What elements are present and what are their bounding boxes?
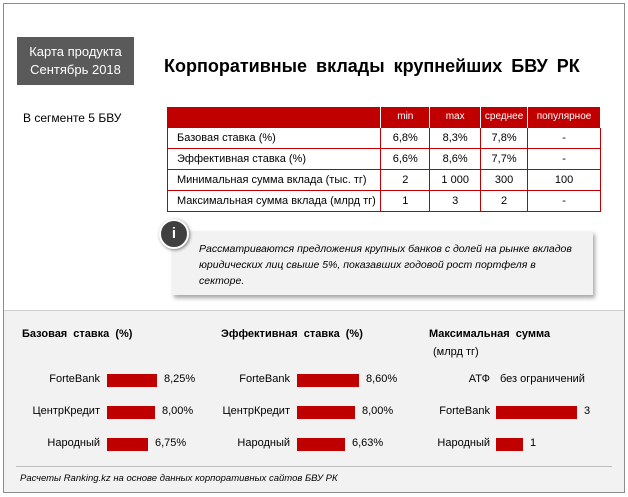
footer-divider xyxy=(16,466,612,467)
row-label: Максимальная сумма вклада (млрд тг) xyxy=(166,189,382,212)
bar-value-label: без ограничений xyxy=(500,373,585,385)
table-header: min xyxy=(380,107,431,127)
table-cell: 100 xyxy=(527,168,601,191)
bar-value-label: 6,75% xyxy=(155,437,187,449)
bar-category-label: ЦентрКредит xyxy=(222,405,291,417)
table-row: Минимальная сумма вклада (тыс. тг) 2 1 0… xyxy=(166,168,601,191)
bar-value-label: 8,00% xyxy=(162,405,194,417)
bar xyxy=(496,438,523,451)
bar xyxy=(496,406,577,419)
bar-category-label: Народный xyxy=(437,437,490,449)
table-header: популярное xyxy=(527,107,601,127)
badge-line-1: Карта продукта xyxy=(29,44,122,59)
bar xyxy=(107,406,155,419)
table-cell: 6,8% xyxy=(380,126,431,149)
summary-table: min max среднее популярное Базовая ставк… xyxy=(166,107,601,212)
bar-value-label: 1 xyxy=(530,437,537,449)
segment-note: В сегменте 5 БВУ xyxy=(23,111,122,125)
table-cell: 8,6% xyxy=(429,147,482,170)
table-cell: 7,7% xyxy=(480,147,529,170)
source-footnote: Расчеты Ranking.kz на основе данных корп… xyxy=(20,473,338,484)
product-card-badge: Карта продукта Сентябрь 2018 xyxy=(17,37,134,85)
bar-category-label: Народный xyxy=(237,437,290,449)
table-cell: 2 xyxy=(480,189,529,212)
info-icon: i xyxy=(159,219,189,249)
table-cell: 1 xyxy=(380,189,431,212)
table-cell: 300 xyxy=(480,168,529,191)
info-callout: Рассматриваются предложения крупных банк… xyxy=(172,231,593,295)
table-header: среднее xyxy=(480,107,529,127)
bar-value-label: 6,63% xyxy=(352,437,384,449)
bar-value-label: 8,60% xyxy=(366,373,398,385)
chart-title: Базовая ставка (%) xyxy=(22,328,133,340)
charts-panel: Базовая ставка (%) Эффективная ставка (%… xyxy=(4,310,624,492)
bar xyxy=(297,406,355,419)
bar-category-label: ForteBank xyxy=(239,373,290,385)
badge-line-2: Сентябрь 2018 xyxy=(30,62,121,77)
row-label: Минимальная сумма вклада (тыс. тг) xyxy=(166,168,382,191)
table-cell: - xyxy=(527,147,601,170)
chart-title: Максимальная сумма xyxy=(429,328,551,340)
bar-category-label: ЦентрКредит xyxy=(32,405,101,417)
bar xyxy=(107,374,157,387)
chart-subtitle: (млрд тг) xyxy=(433,346,479,358)
bar-value-label: 3 xyxy=(584,405,591,417)
table-cell: 3 xyxy=(429,189,482,212)
bar-category-label: Народный xyxy=(47,437,100,449)
table-row: Максимальная сумма вклада (млрд тг) 1 3 … xyxy=(166,189,601,212)
bar xyxy=(297,438,345,451)
table-row: Базовая ставка (%) 6,8% 8,3% 7,8% - xyxy=(166,126,601,149)
info-text: Рассматриваются предложения крупных банк… xyxy=(199,243,572,287)
bar-value-label: 8,00% xyxy=(362,405,394,417)
table-cell: 8,3% xyxy=(429,126,482,149)
product-card: Карта продукта Сентябрь 2018 Корпоративн… xyxy=(3,3,625,493)
bar-category-label: ForteBank xyxy=(49,373,100,385)
table-cell: 6,6% xyxy=(380,147,431,170)
bar-category-label: АТФ xyxy=(468,373,490,385)
bar xyxy=(297,374,359,387)
table-cell: 1 000 xyxy=(429,168,482,191)
table-header-empty xyxy=(166,107,382,127)
table-header: max xyxy=(429,107,482,127)
page-title: Корпоративные вклады крупнейших БВУ РК xyxy=(164,56,580,76)
table-cell: 2 xyxy=(380,168,431,191)
table-cell: 7,8% xyxy=(480,126,529,149)
table-cell: - xyxy=(527,189,601,212)
row-label: Эффективная ставка (%) xyxy=(166,147,382,170)
table-cell: - xyxy=(527,126,601,149)
bar xyxy=(107,438,148,451)
bar-value-label: 8,25% xyxy=(164,373,196,385)
table-row: Эффективная ставка (%) 6,6% 8,6% 7,7% - xyxy=(166,147,601,170)
bar-category-label: ForteBank xyxy=(439,405,490,417)
chart-title: Эффективная ставка (%) xyxy=(221,328,363,340)
table-header-row: min max среднее популярное xyxy=(166,107,601,127)
row-label: Базовая ставка (%) xyxy=(166,126,382,149)
